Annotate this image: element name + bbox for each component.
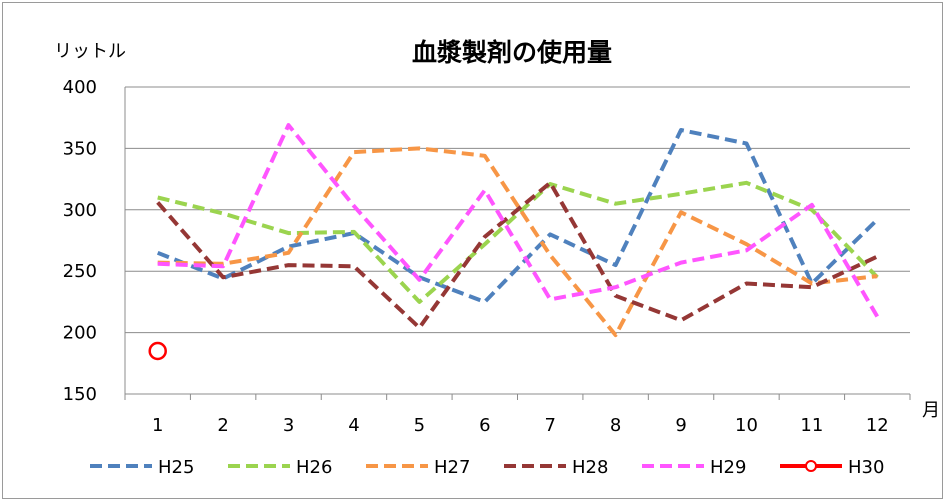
data-point-H30: [148, 341, 167, 361]
y-tick-label: 150: [63, 384, 97, 405]
x-tick-label: 5: [414, 415, 425, 436]
legend-item-H26: H26: [228, 457, 332, 478]
y-tick-label: 400: [63, 77, 97, 98]
series-line-H29: [157, 123, 880, 318]
legend-marker: [805, 460, 817, 472]
x-tick-label: 11: [800, 415, 823, 436]
series-line-H26: [157, 180, 879, 304]
y-axis-unit: リットル: [54, 41, 126, 62]
y-tick-label: 200: [63, 323, 97, 344]
legend-label: H29: [710, 457, 746, 478]
x-tick-label: 4: [348, 415, 359, 436]
legend-label: H26: [296, 457, 332, 478]
series-H26: [157, 180, 879, 304]
series-line-H25: [156, 128, 879, 304]
legend-item-H28: H28: [504, 457, 608, 478]
y-tick-label: 250: [63, 261, 97, 282]
chart-title: 血漿製剤の使用量: [412, 38, 612, 67]
x-tick-label: 10: [735, 415, 758, 436]
x-tick-label: 1: [152, 415, 163, 436]
x-tick-label: 3: [283, 415, 294, 436]
x-tick-label: 6: [479, 415, 490, 436]
x-tick-label: 7: [544, 415, 555, 436]
series-H27: [157, 146, 878, 338]
legend-label: H25: [158, 457, 194, 478]
legend-item-H29: H29: [642, 457, 746, 478]
series-H25: [156, 128, 879, 304]
y-tick-label: 350: [63, 138, 97, 159]
legend-label: H28: [572, 457, 608, 478]
legend-label: H30: [848, 457, 884, 478]
x-tick-label: 8: [610, 415, 621, 436]
legend-label: H27: [434, 457, 470, 478]
series-line-H28: [156, 180, 879, 330]
x-tick-label: 2: [217, 415, 228, 436]
series-H28: [156, 180, 879, 330]
x-axis-unit: 月: [922, 400, 940, 421]
series-H29: [157, 123, 880, 318]
legend-item-H30: H30: [780, 457, 884, 478]
legend-item-H27: H27: [366, 457, 470, 478]
legend-item-H25: H25: [90, 457, 194, 478]
x-tick-label: 12: [866, 415, 889, 436]
series-line-H27: [157, 146, 878, 338]
x-tick-label: 9: [675, 415, 686, 436]
series-H30: [148, 341, 167, 361]
y-tick-label: 300: [63, 200, 97, 221]
